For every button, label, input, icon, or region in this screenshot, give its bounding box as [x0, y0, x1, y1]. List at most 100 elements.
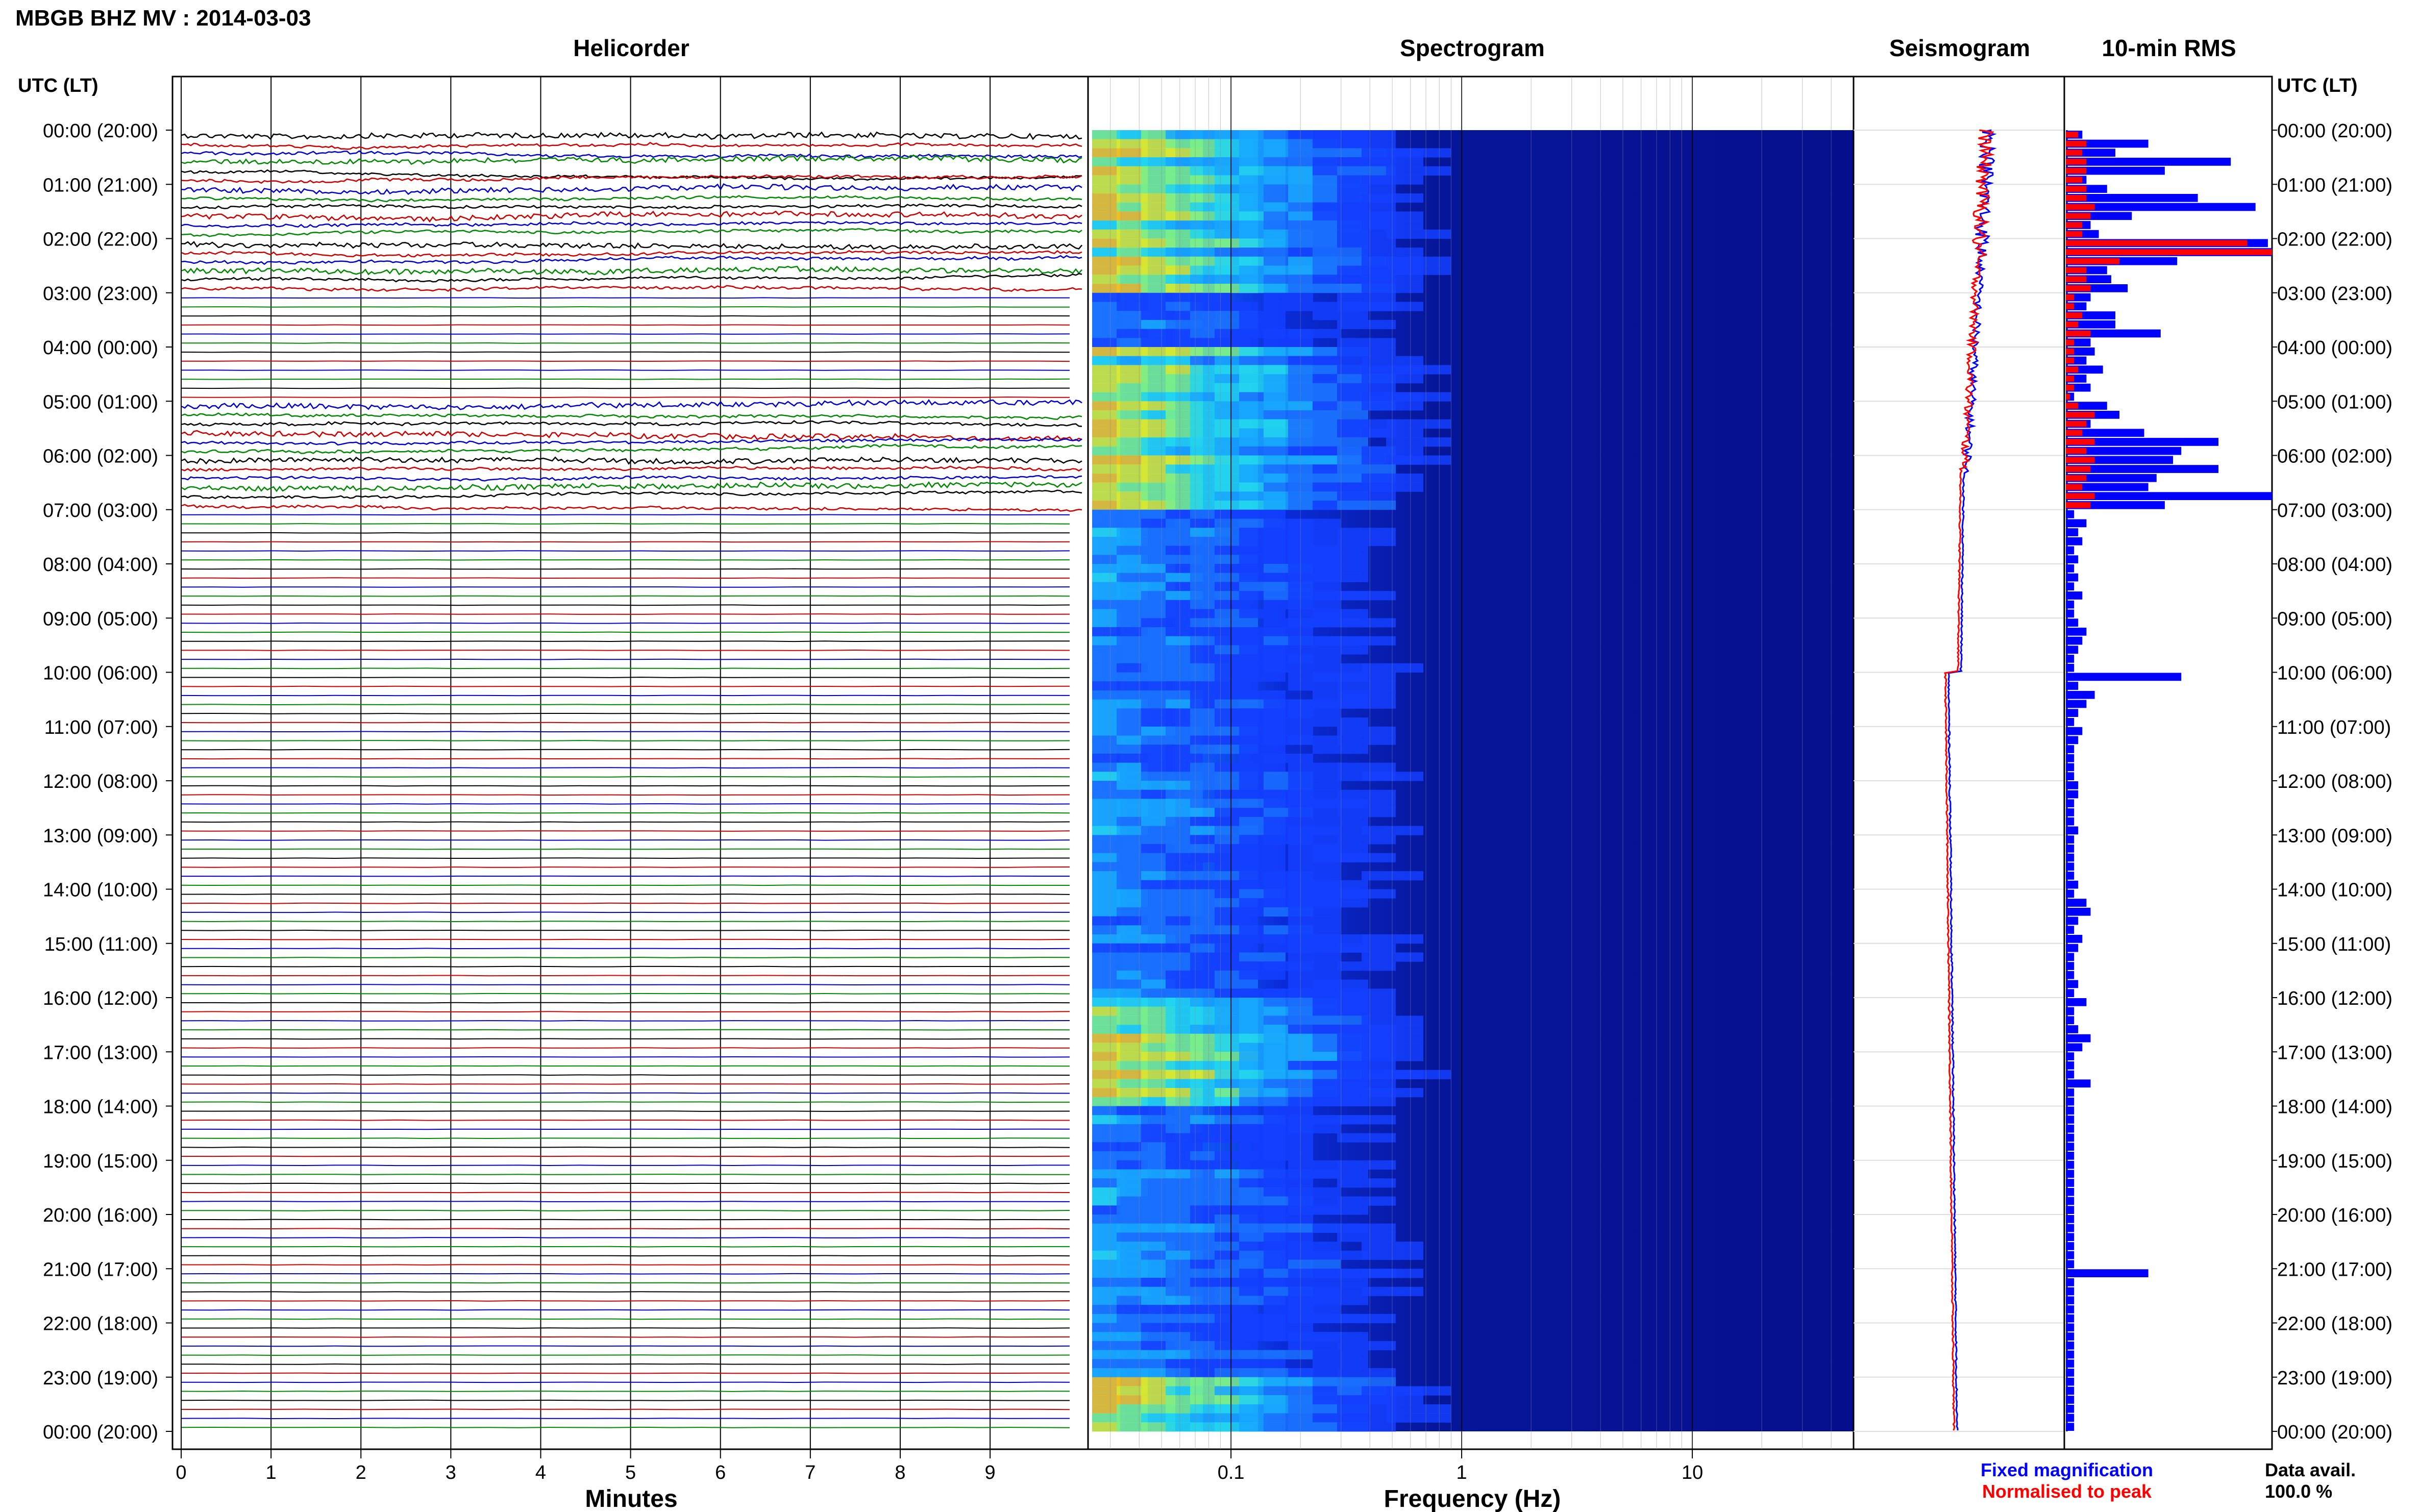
- spectrogram-cell: [1092, 184, 1120, 194]
- time-label-right: 13:00 (09:00): [2277, 825, 2392, 847]
- spectrogram-cell: [1117, 600, 1148, 609]
- rms-bar-fixed: [2066, 1088, 2075, 1097]
- spectrogram-cell: [1117, 1323, 1148, 1332]
- helicorder-trace: [181, 285, 1082, 292]
- spectrogram-cell: [1092, 166, 1120, 176]
- frequency-tick-label: 10: [1682, 1462, 1703, 1483]
- spectrogram-cell: [1288, 862, 1341, 872]
- spectrogram-cell: [1117, 1061, 1148, 1071]
- spectrogram-cell: [1092, 988, 1120, 998]
- time-label-right: 08:00 (04:00): [2277, 554, 2392, 576]
- spectrogram-cell: [1092, 1025, 1120, 1034]
- spectrogram-cell: [1264, 726, 1313, 736]
- spectrogram-cell: [1264, 663, 1313, 673]
- helicorder-trace: [181, 412, 1082, 420]
- spectrogram-cell: [1117, 130, 1148, 140]
- spectrogram-cell: [1337, 229, 1396, 239]
- helicorder-trace: [182, 1318, 1070, 1320]
- spectrogram-cell: [1117, 998, 1148, 1007]
- spectrogram-cell: [1117, 211, 1148, 221]
- spectrogram-cell: [1092, 1052, 1120, 1061]
- spectrogram-cell: [1092, 302, 1120, 311]
- rms-bar-fixed: [2066, 438, 2218, 446]
- time-label-left: 20:00 (16:00): [43, 1205, 158, 1226]
- data-avail-label: Data avail.: [2265, 1459, 2356, 1480]
- spectrogram-cell: [1313, 564, 1368, 574]
- rms-bar-fixed: [2066, 1143, 2075, 1151]
- time-label-left: 21:00 (17:00): [43, 1259, 158, 1280]
- time-label-left: 06:00 (02:00): [43, 446, 158, 467]
- spectrogram-cell: [1092, 482, 1120, 492]
- spectrogram-cell: [1092, 1160, 1120, 1170]
- spectrogram-cell: [1092, 501, 1120, 510]
- spectrogram-cell: [1117, 645, 1148, 655]
- spectrogram-cell: [1288, 1341, 1341, 1351]
- spectrogram-cell: [1337, 961, 1396, 971]
- spectrogram-cell: [1117, 880, 1148, 889]
- rms-bar-normalised: [2066, 132, 2079, 138]
- rms-bar-fixed: [2066, 727, 2083, 735]
- rms-bar-normalised: [2066, 412, 2095, 418]
- spectrogram-cell: [1092, 681, 1120, 691]
- spectrogram-cell: [1313, 934, 1368, 944]
- rms-bar-fixed: [2066, 745, 2075, 753]
- rms-bar-fixed: [2066, 573, 2079, 582]
- spectrogram-cell: [1117, 1033, 1148, 1043]
- spectrogram-cell: [1337, 528, 1396, 537]
- spectrogram-cell: [1288, 808, 1341, 817]
- rms-bar-fixed: [2066, 690, 2095, 699]
- spectrogram-cell: [1092, 898, 1120, 908]
- rms-bar-fixed: [2066, 528, 2079, 536]
- rms-bar-fixed: [2066, 1287, 2075, 1296]
- spectrogram-cell: [1288, 907, 1341, 917]
- spectrogram-cell: [1117, 925, 1148, 935]
- spectrogram-cell: [1117, 735, 1148, 745]
- spectrogram-cell: [1092, 1196, 1120, 1206]
- spectrogram-cell: [1117, 546, 1148, 555]
- spectrogram-cell: [1092, 781, 1120, 790]
- rms-bar-fixed: [2066, 718, 2075, 726]
- spectrogram-cell: [1092, 419, 1120, 429]
- spectrogram-cell: [1117, 781, 1148, 790]
- rms-bar-fixed: [2066, 483, 2149, 491]
- spectrogram-cell: [1117, 1160, 1148, 1170]
- rms-bar-normalised: [2066, 285, 2091, 291]
- spectrogram-cell: [1288, 654, 1341, 664]
- rms-bar-normalised: [2066, 303, 2075, 310]
- spectrogram-cell: [1239, 970, 1286, 980]
- rms-bar-fixed: [2066, 609, 2075, 618]
- helicorder-trace: [181, 155, 1082, 165]
- spectrogram-cell: [1092, 808, 1120, 817]
- spectrogram-cell: [1313, 1359, 1368, 1369]
- spectrogram-cell: [1337, 681, 1396, 691]
- spectrogram-cell: [1117, 1169, 1148, 1179]
- helicorder-trace: [181, 1408, 1070, 1410]
- rms-bar-fixed: [2066, 636, 2083, 645]
- spectrogram-cell: [1313, 1350, 1368, 1359]
- spectrogram-cell: [1313, 745, 1368, 754]
- spectrogram-cell: [1117, 1278, 1148, 1287]
- spectrogram-cell: [1117, 808, 1148, 817]
- spectrogram-cell: [1239, 745, 1286, 754]
- spectrogram-cell: [1092, 1404, 1120, 1414]
- spectrogram-cell: [1313, 663, 1368, 673]
- spectrogram-cell: [1092, 410, 1120, 420]
- time-label-right: 00:00 (20:00): [2277, 1422, 2392, 1443]
- spectrogram-cell: [1117, 247, 1148, 257]
- rms-bar-fixed: [2066, 1296, 2075, 1305]
- spectrogram-cell: [1337, 491, 1396, 501]
- rms-bar-fixed: [2066, 1269, 2149, 1277]
- rms-bar-fixed: [2066, 835, 2075, 844]
- spectrogram-cell: [1092, 1151, 1120, 1161]
- spectrogram-cell: [1313, 410, 1368, 420]
- spectrogram-cell: [1264, 338, 1313, 348]
- spectrogram-cell: [1092, 509, 1120, 519]
- spectrogram-cell: [1092, 880, 1120, 889]
- spectrogram-cell: [1092, 130, 1120, 140]
- rms-bar-normalised: [2066, 357, 2075, 364]
- time-label-left: 13:00 (09:00): [43, 825, 158, 847]
- spectrogram-cell: [1092, 238, 1120, 248]
- spectrogram-cell: [1166, 789, 1203, 799]
- spectrogram-cell: [1117, 1377, 1148, 1386]
